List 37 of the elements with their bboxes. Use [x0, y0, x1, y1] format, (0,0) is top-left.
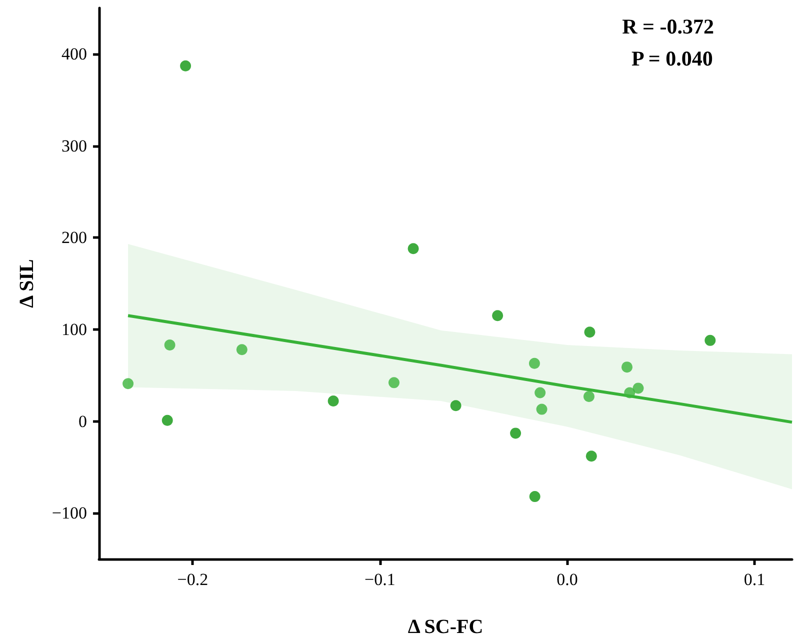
point — [529, 491, 540, 502]
point — [534, 387, 546, 398]
point — [622, 362, 632, 373]
y-tick-label: 300 — [62, 136, 87, 156]
point — [586, 450, 597, 462]
point — [632, 382, 644, 394]
y-tick-label: 100 — [62, 320, 87, 339]
line-series — [126, 314, 794, 424]
y-axis-title: Δ SIL — [16, 259, 38, 308]
annotation: R = -0.372 — [622, 14, 714, 38]
point — [450, 400, 462, 412]
point — [408, 243, 419, 254]
x-tick-label: 0.0 — [556, 570, 578, 589]
point — [704, 334, 716, 346]
x-tick-label: −0.2 — [177, 570, 208, 589]
y-tick-label: 400 — [62, 44, 87, 64]
x-axis-title: Δ SC-FC — [408, 616, 484, 638]
y-tick-label: 200 — [62, 228, 87, 248]
point — [164, 340, 176, 351]
y-tick-label: −100 — [52, 504, 87, 523]
point — [536, 404, 548, 415]
point — [624, 387, 636, 398]
point — [583, 390, 594, 402]
point — [388, 377, 400, 388]
x-tick-label: −0.1 — [364, 570, 396, 589]
point — [122, 378, 134, 390]
point — [584, 326, 596, 338]
point — [236, 344, 248, 356]
point — [162, 414, 173, 426]
point — [328, 396, 339, 407]
point — [510, 428, 522, 439]
annotation: P = 0.040 — [631, 46, 713, 70]
x-tick-label: 0.1 — [744, 570, 766, 589]
point — [528, 358, 540, 369]
y-tick-label: 0 — [78, 412, 87, 431]
point — [180, 60, 192, 72]
point — [492, 310, 504, 322]
